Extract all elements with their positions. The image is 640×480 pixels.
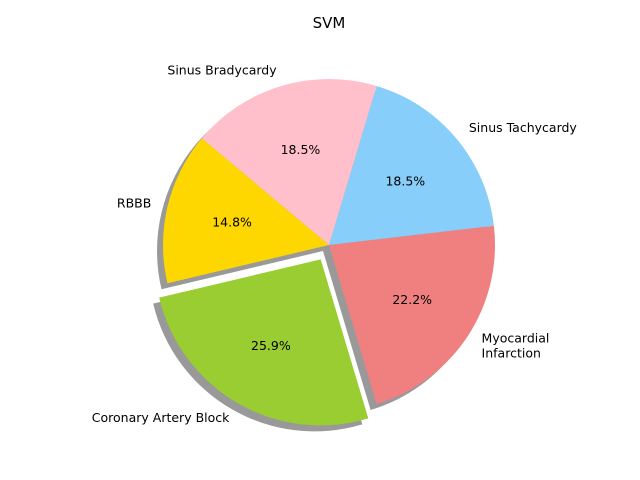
pie-slice-3 bbox=[329, 85, 494, 245]
slice-category-label: Coronary Artery Block bbox=[92, 410, 230, 425]
slices bbox=[159, 79, 495, 426]
slice-labels: 14.8% RBBB 25.9% Coronary Artery Block 22.2%… bbox=[92, 63, 578, 425]
chart-title: SVM bbox=[313, 14, 346, 32]
slice-percent-label: 18.5% bbox=[281, 142, 321, 157]
slice-percent-label: 22.2% bbox=[392, 292, 432, 307]
slice-percent-label: 25.9% bbox=[251, 338, 291, 353]
pie-slice-2 bbox=[329, 225, 495, 405]
pie-slice-1 bbox=[159, 259, 369, 426]
slice-category-label: RBBB bbox=[117, 195, 151, 210]
slice-percent-label: 14.8% bbox=[212, 215, 252, 230]
slice-category-label: Myocardial Infarction bbox=[482, 330, 550, 360]
pie-slice-4 bbox=[201, 79, 377, 245]
slice-percent-label: 18.5% bbox=[385, 173, 425, 188]
slice-category-label: Sinus Bradycardy bbox=[167, 63, 277, 78]
pie-slice-0 bbox=[163, 138, 329, 284]
slice-category-label: Sinus Tachycardy bbox=[469, 120, 578, 135]
